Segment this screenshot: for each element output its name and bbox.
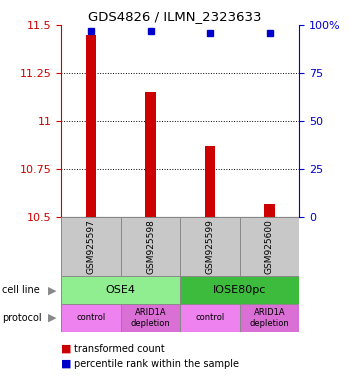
Text: control: control [76,313,106,323]
Text: GDS4826 / ILMN_2323633: GDS4826 / ILMN_2323633 [88,10,262,23]
Bar [180,304,240,332]
Text: ■: ■ [61,359,72,369]
Bar [240,217,299,276]
Text: transformed count: transformed count [74,344,164,354]
Text: ■: ■ [61,344,72,354]
Bar [240,304,299,332]
Text: ▶: ▶ [48,285,57,295]
Text: cell line: cell line [2,285,40,295]
Text: control: control [195,313,225,323]
Text: GSM925598: GSM925598 [146,219,155,274]
Text: protocol: protocol [2,313,41,323]
Bar [86,35,96,217]
Bar [121,217,180,276]
Text: GSM925599: GSM925599 [205,219,215,274]
Text: ▶: ▶ [48,313,57,323]
Text: GSM925600: GSM925600 [265,219,274,274]
Text: ARID1A
depletion: ARID1A depletion [131,308,170,328]
Bar [121,304,180,332]
Bar [264,204,275,217]
Bar [61,217,121,276]
Bar [180,276,299,304]
Text: GSM925597: GSM925597 [86,219,96,274]
Text: IOSE80pc: IOSE80pc [213,285,266,295]
Bar [145,92,156,217]
Text: OSE4: OSE4 [106,285,136,295]
Text: ARID1A
depletion: ARID1A depletion [250,308,289,328]
Bar [61,276,180,304]
Bar [61,304,121,332]
Bar [180,217,240,276]
Bar [205,146,215,217]
Text: percentile rank within the sample: percentile rank within the sample [74,359,238,369]
